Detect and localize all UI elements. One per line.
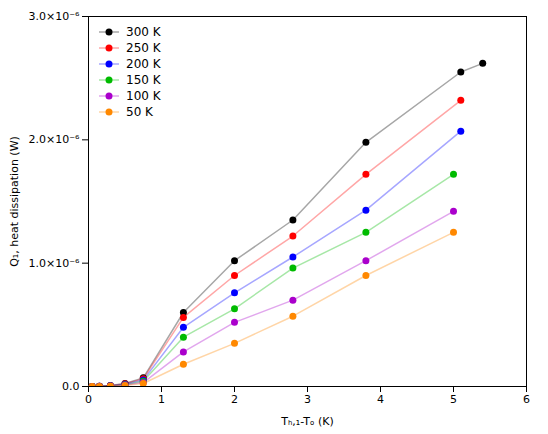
svg-text:6: 6: [523, 393, 530, 406]
svg-text:Q₁, heat dissipation (W): Q₁, heat dissipation (W): [8, 136, 21, 267]
svg-text:3.0×10⁻⁶: 3.0×10⁻⁶: [29, 10, 81, 23]
svg-text:0: 0: [85, 393, 92, 406]
html-text:300 K: 300 K: [126, 25, 161, 39]
html-text:200 K: 200 K: [126, 57, 161, 71]
html-text:250 K: 250 K: [126, 41, 161, 55]
svg-text:1: 1: [158, 393, 165, 406]
html-text:50 K: 50 K: [126, 105, 153, 119]
svg-text:3: 3: [304, 393, 311, 406]
svg-text:Tₕ,₁-Tₒ (K): Tₕ,₁-Tₒ (K): [280, 415, 334, 428]
html-text:100 K: 100 K: [126, 89, 161, 103]
html-text:150 K: 150 K: [126, 73, 161, 87]
svg-text:2: 2: [231, 393, 238, 406]
svg-text:5: 5: [450, 393, 457, 406]
svg-text:2.0×10⁻⁶: 2.0×10⁻⁶: [29, 133, 81, 146]
svg-text:1.0×10⁻⁶: 1.0×10⁻⁶: [29, 257, 81, 270]
svg-text:4: 4: [377, 393, 384, 406]
svg-text:0.0: 0.0: [62, 380, 80, 393]
